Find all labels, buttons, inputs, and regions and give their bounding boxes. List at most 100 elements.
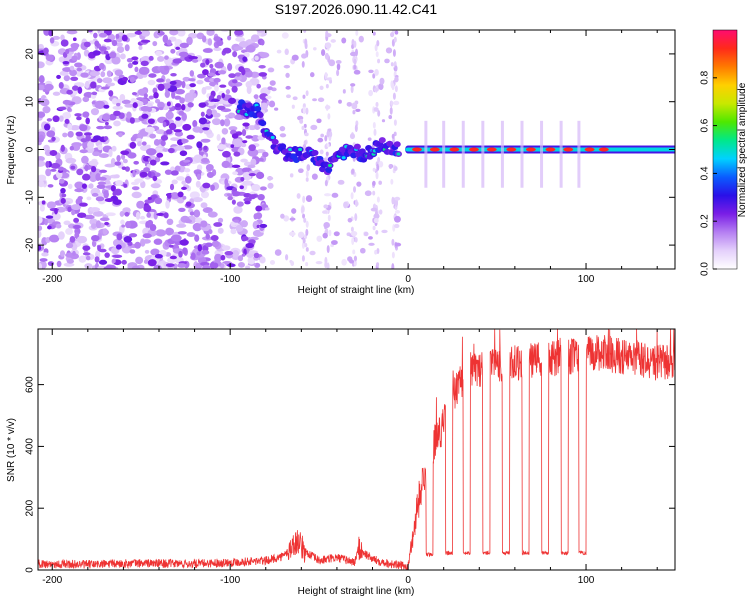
noise-blob [94,40,100,47]
noise-blob [309,72,315,78]
noise-blob [164,169,172,175]
streak-blob [372,190,376,196]
noise-blob [147,171,152,178]
y-tick-label: 0 [25,567,36,573]
noise-blob [181,180,187,185]
signal-blob [271,138,279,145]
noise-blob [335,60,342,64]
noise-blob [119,94,126,101]
noise-blob [250,34,260,42]
noise-blob [131,56,139,61]
noise-blob [221,245,231,251]
noise-blob [103,266,113,269]
noise-blob [181,186,187,191]
noise-blob [353,255,358,262]
noise-blob [306,164,311,171]
streak-blob [393,36,397,43]
noise-blob [284,48,289,56]
noise-blob [196,251,201,256]
noise-blob [103,38,112,43]
noise-blob [213,47,222,52]
noise-blob [322,232,328,239]
noise-blob [100,71,106,78]
noise-blob [165,111,174,120]
streak-blob [305,177,309,182]
noise-blob [373,107,379,112]
noise-blob [205,242,213,248]
noise-blob [227,63,233,72]
noise-blob [87,30,93,33]
noise-blob [266,101,270,105]
noise-blob [43,30,51,36]
noise-blob [205,164,214,172]
noise-blob [98,259,108,265]
noise-blob [73,217,80,223]
noise-blob [121,76,129,82]
noise-blob [148,73,157,78]
noise-blob [165,129,173,135]
noise-blob [393,100,400,106]
noise-blob [177,30,186,37]
noise-blob [38,75,45,84]
noise-blob [135,256,144,265]
noise-blob [45,215,54,219]
noise-blob [232,249,240,258]
noise-blob [114,69,124,77]
noise-blob [201,157,210,163]
streak-blob [372,167,376,172]
noise-blob [152,175,158,182]
noise-blob [188,55,198,60]
snr-series-line [38,329,675,570]
noise-blob [67,123,73,131]
noise-blob [258,64,266,69]
noise-blob [89,173,98,183]
streak-blob [394,85,398,93]
noise-blob [245,44,256,53]
streak-blob [373,128,377,136]
y-tick-label: 0 [25,146,36,152]
noise-blob [181,138,187,144]
noise-blob [132,102,138,109]
noise-blob [182,76,191,82]
noise-blob [94,256,100,263]
noise-blob [118,132,123,138]
noise-blob [91,234,100,242]
noise-blob [86,196,92,201]
noise-blob [213,77,221,83]
noise-blob [166,193,172,199]
noise-blob [155,229,167,237]
noise-blob [115,42,123,47]
noise-blob [123,183,128,188]
noise-blob [241,128,247,137]
noise-blob [279,125,286,132]
noise-blob [228,73,236,79]
streak-blob [376,196,380,203]
noise-blob [280,213,285,219]
noise-blob [394,76,399,83]
noise-blob [211,240,220,248]
snr-xlabel: Height of straight line (km) [298,586,415,597]
carrier-peak [506,147,517,152]
noise-blob [99,169,108,173]
noise-blob [266,176,274,181]
noise-blob [331,240,338,246]
noise-blob [394,242,402,247]
noise-blob [192,222,202,232]
noise-blob [298,168,304,174]
noise-blob [95,220,101,229]
noise-blob [146,212,152,218]
noise-blob [370,207,378,212]
noise-blob [45,54,54,62]
noise-blob [194,234,200,242]
noise-blob [330,39,336,43]
streak-blob [372,121,376,129]
noise-blob [84,80,90,89]
noise-blob [175,46,181,50]
x-tick-label: 100 [578,274,595,285]
noise-blob [233,151,241,157]
noise-blob [98,153,110,158]
streak-blob [328,229,332,237]
noise-blob [126,57,133,63]
noise-blob [50,162,61,169]
noise-blob [78,255,87,263]
